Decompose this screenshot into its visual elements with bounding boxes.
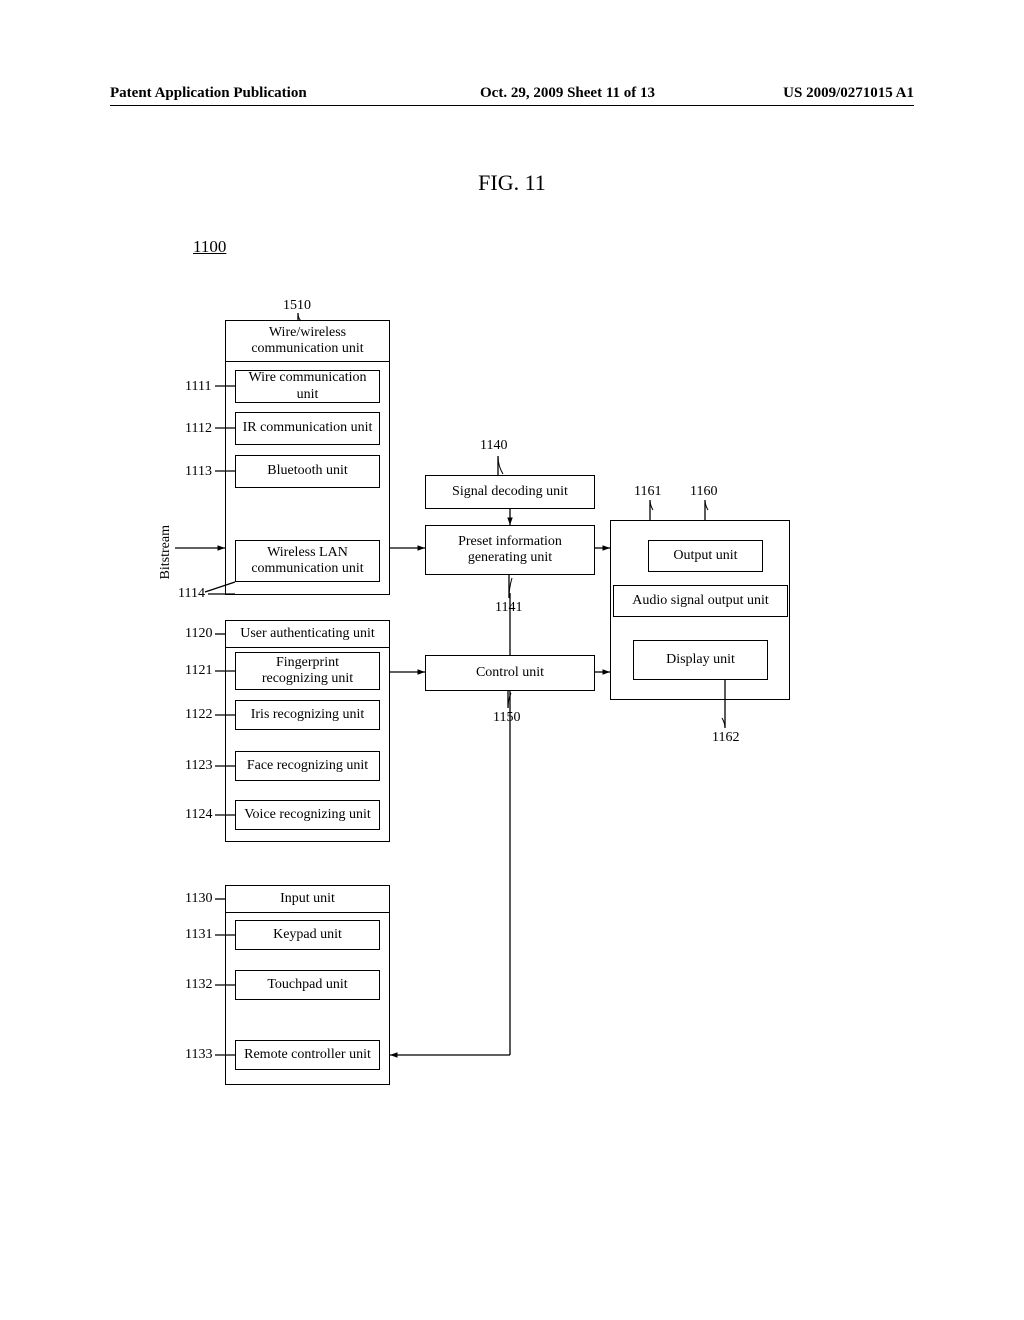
ref-1114: 1114 [178, 586, 205, 602]
hdr-left: Patent Application Publication [110, 85, 307, 102]
auth-item-0: Fingerprint recognizing unit [235, 652, 380, 690]
ref-1141: 1141 [495, 600, 522, 616]
input-item-2: Remote controller unit [235, 1040, 380, 1070]
ref-1510: 1510 [283, 298, 311, 314]
hdr-right: US 2009/0271015 A1 [783, 85, 914, 102]
ref-1161: 1161 [634, 484, 661, 500]
comm-item-2: Bluetooth unit [235, 455, 380, 488]
ref-main: 1100 [193, 237, 226, 257]
comm-title: Wire/wireless communication unit [225, 320, 390, 362]
ref-1132: 1132 [185, 977, 212, 993]
auth-item-2: Face recognizing unit [235, 751, 380, 781]
ref-1160: 1160 [690, 484, 717, 500]
ref-1111: 1111 [185, 379, 211, 395]
hdr-mid: Oct. 29, 2009 Sheet 11 of 13 [480, 85, 655, 102]
preset-box: Preset information generating unit [425, 525, 595, 575]
comm-item-3: Wireless LAN communication unit [235, 540, 380, 582]
ref-1122: 1122 [185, 707, 212, 723]
bitstream-label: Bitstream [158, 525, 174, 579]
ref-1121: 1121 [185, 663, 212, 679]
input-item-0: Keypad unit [235, 920, 380, 950]
ref-1133: 1133 [185, 1047, 212, 1063]
ref-1131: 1131 [185, 927, 212, 943]
ref-1113: 1113 [185, 464, 212, 480]
audio-box: Audio signal output unit [613, 585, 788, 617]
auth-title: User authenticating unit [225, 620, 390, 648]
ref-1130: 1130 [185, 891, 212, 907]
decode-box: Signal decoding unit [425, 475, 595, 509]
ref-1140: 1140 [480, 438, 507, 454]
input-title: Input unit [225, 885, 390, 913]
figure-title: FIG. 11 [0, 170, 1024, 196]
display-box: Display unit [633, 640, 768, 680]
ref-1150: 1150 [493, 710, 520, 726]
comm-item-1: IR communication unit [235, 412, 380, 445]
input-item-1: Touchpad unit [235, 970, 380, 1000]
comm-item-0: Wire communication unit [235, 370, 380, 403]
ref-1123: 1123 [185, 758, 212, 774]
auth-item-3: Voice recognizing unit [235, 800, 380, 830]
control-box: Control unit [425, 655, 595, 691]
auth-item-1: Iris recognizing unit [235, 700, 380, 730]
output-title: Output unit [648, 540, 763, 572]
ref-1112: 1112 [185, 421, 212, 437]
ref-1162: 1162 [712, 730, 739, 746]
ref-1124: 1124 [185, 807, 212, 823]
ref-1120: 1120 [185, 626, 212, 642]
